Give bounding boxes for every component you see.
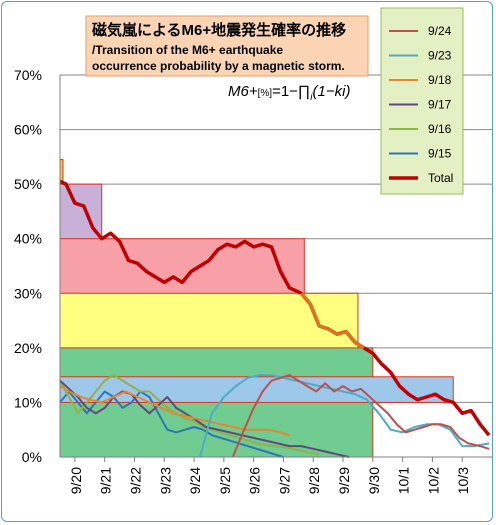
legend-label: 9/18 [428,73,452,87]
formula-rhs: =1−∏ [272,83,310,100]
formula-tail: (1−ki) [313,83,351,100]
formula-lhs: M6+ [228,83,258,100]
x-tick-label: 9/24 [187,467,203,494]
legend-label: 9/17 [428,98,452,112]
x-tick-label: 9/30 [366,467,382,494]
y-tick-label: 70% [14,67,42,83]
x-tick-label: 9/23 [157,467,173,494]
x-tick-label: 9/25 [217,467,233,494]
series-line-9-24 [231,374,490,458]
x-tick-label: 10/1 [396,467,412,494]
svg-text:M6+[%]=1−∏i(1−ki): M6+[%]=1−∏i(1−ki) [228,83,350,103]
x-tick-label: 9/27 [276,467,292,494]
legend: 9/24 9/23 9/18 9/17 9/16 9/15 Total [380,7,464,195]
legend-label: 9/15 [428,147,452,161]
series-line-total-segment [299,292,365,350]
y-tick-label: 20% [14,340,42,356]
y-tick-label: 30% [14,285,42,301]
x-tick-label: 9/21 [98,467,114,494]
x-axis: 9/20 9/21 9/22 9/23 9/24 9/25 9/26 9/27 9/28 9/29… [60,456,492,494]
y-tick-label: 60% [14,122,42,138]
x-tick-label: 10/2 [425,467,441,494]
probability-bands [59,159,454,458]
x-tick-label: 9/28 [306,467,322,494]
formula: M6+[%]=1−∏i(1−ki) [228,83,350,103]
series-lines [59,179,491,458]
y-tick-label: 0% [22,449,42,465]
legend-label: Total [428,171,453,185]
x-tick-label: 9/26 [247,467,263,494]
legend-label: 9/16 [428,122,452,136]
legend-label: 9/23 [428,49,452,63]
title-box: 磁気嵐によるM6+地震発生確率の推移 /Transition of the M6… [85,15,369,77]
series-line-9-18 [59,385,290,437]
x-tick-label: 9/20 [68,467,84,494]
y-tick-label: 50% [14,176,42,192]
formula-sub: [%] [258,88,273,99]
y-tick-label: 40% [14,231,42,247]
formula-index: i [310,92,313,103]
chart-title: 磁気嵐によるM6+地震発生確率の推移 [92,21,346,39]
x-tick-label: 9/22 [127,467,143,494]
chart-subtitle-line2: occurrence probability by a magnetic sto… [92,59,345,73]
chart-subtitle-line1: /Transition of the M6+ earthquake [92,43,283,57]
series-line-9-16 [59,374,320,456]
y-axis: 0% 10% 20% 30% 40% 50% 60% 70% [14,67,61,465]
x-tick-label: 9/29 [336,467,352,494]
probability-band [59,376,454,403]
x-tick-label: 10/3 [455,467,471,494]
series-line-total [59,179,491,437]
series-line-9-17 [59,379,350,458]
legend-label: 9/24 [428,24,452,38]
y-tick-label: 10% [14,394,42,410]
